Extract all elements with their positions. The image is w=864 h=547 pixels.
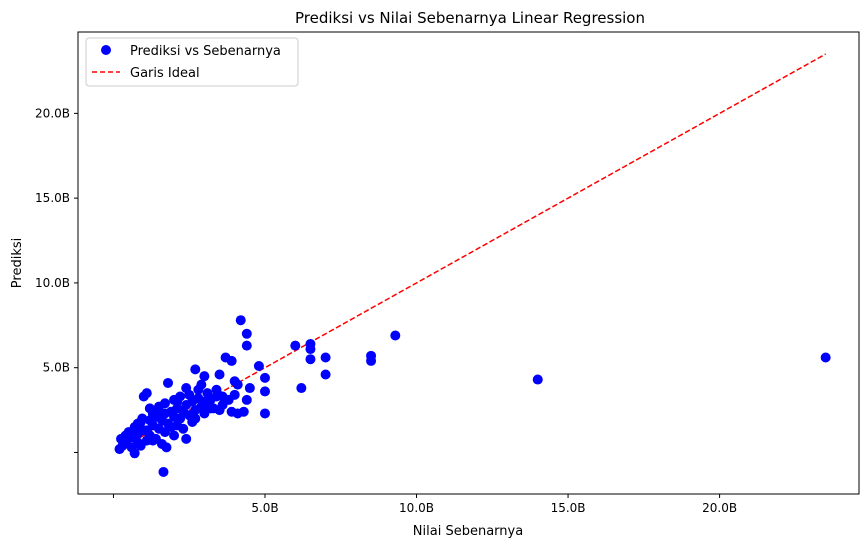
data-point [158,466,169,477]
x-tick-label: 15.0B [551,501,586,515]
data-point [193,384,204,395]
data-point [163,377,174,388]
chart-title: Prediksi vs Nilai Sebenarnya Linear Regr… [295,9,645,27]
data-point [320,352,331,363]
data-point [820,352,831,363]
legend-label-ideal: Garis Ideal [130,66,200,81]
data-point [211,391,222,402]
points-layer [114,315,831,477]
x-tick-label: 10.0B [399,501,434,515]
data-point [259,386,270,397]
data-point [190,364,201,375]
y-tick-label: 20.0B [35,106,70,120]
data-point [178,406,189,417]
data-point [159,408,170,419]
data-point [135,416,146,427]
ideal-line-layer [119,53,827,450]
data-point [290,340,301,351]
data-point [296,383,307,394]
data-point [532,374,543,385]
data-point [390,330,401,341]
legend-marker-points [101,45,111,55]
data-point [229,389,240,400]
data-point [320,369,331,380]
data-point [161,442,172,453]
data-point [199,371,210,382]
data-point [141,425,152,436]
data-point [235,315,246,326]
data-point [305,338,316,349]
data-point [214,369,225,380]
data-point [147,435,158,446]
x-tick-label: 20.0B [702,501,737,515]
data-point [169,411,180,422]
y-axis-title: Prediksi [10,238,25,288]
data-point [238,406,249,417]
data-point [144,403,155,414]
data-point [172,396,183,407]
legend-label-points: Prediksi vs Sebenarnya [130,44,281,59]
x-axis: 5.0B 10.0B 15.0B 20.0B [112,494,737,515]
data-point [305,354,316,365]
data-point [169,430,180,441]
y-tick-label: 15.0B [35,191,70,205]
data-point [241,394,252,405]
data-point [199,396,210,407]
data-point [259,408,270,419]
legend: Prediksi vs Sebenarnya Garis Ideal [85,37,299,87]
data-point [181,433,192,444]
data-point [226,355,237,366]
y-tick-label: 5.0B [43,361,70,375]
y-tick-label: 10.0B [35,276,70,290]
data-point [166,422,177,433]
data-point [141,388,152,399]
data-point [259,372,270,383]
plot-frame [77,31,860,495]
data-point [178,423,189,434]
data-point [241,340,252,351]
plot-area [77,31,860,495]
data-point [366,355,377,366]
legend-frame [85,37,299,87]
data-point [132,437,143,448]
data-point [120,430,131,441]
data-point [232,379,243,390]
data-point [217,399,228,410]
data-point [159,398,170,409]
data-point [244,383,255,394]
data-point [253,360,264,371]
data-point [241,328,252,339]
data-point [190,413,201,424]
y-axis: 5.0B 10.0B 15.0B 20.0B [35,106,78,453]
ideal-line [119,53,827,450]
x-tick-label: 5.0B [251,501,278,515]
data-point [184,389,195,400]
data-point [205,403,216,414]
x-axis-title: Nilai Sebenarnya [413,524,523,539]
